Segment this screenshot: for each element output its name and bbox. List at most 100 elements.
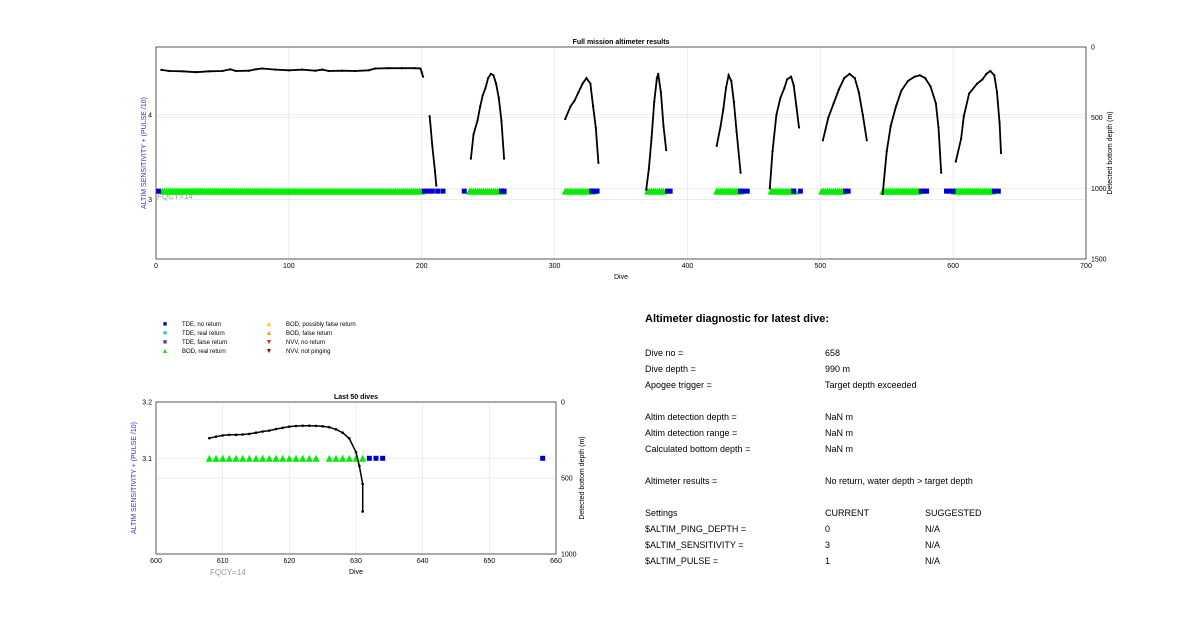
bottom-depth-point	[771, 150, 774, 153]
bottom-depth-point	[334, 428, 338, 431]
y-right-tick-label: 0	[561, 400, 565, 407]
x-tick-label: 630	[350, 558, 362, 565]
bottom-depth-point	[985, 72, 988, 75]
tde-no-return-marker	[156, 188, 162, 194]
bottom-depth-point	[484, 86, 487, 90]
bottom-depth-point	[861, 113, 864, 116]
bottom-depth-point	[281, 426, 284, 430]
bottom-depth-point	[989, 69, 992, 73]
bottom-depth-point	[894, 105, 898, 108]
bottom-depth-point	[481, 93, 484, 97]
diagnostic-value: 0	[825, 524, 831, 534]
bottom-depth-point	[420, 71, 423, 74]
tde-no-return-marker	[366, 455, 372, 461]
bottom-depth-point	[998, 122, 1001, 125]
diagnostic-row: Calculated bottom depth = NaN m	[645, 444, 1165, 456]
bod-real-return-marker	[299, 454, 307, 462]
bod-real-return-marker	[332, 454, 340, 462]
bottom-depth-point	[597, 161, 600, 164]
tde-no-return-marker	[501, 188, 507, 194]
bottom-depth-point	[832, 102, 835, 105]
bottom-depth-line	[161, 67, 424, 77]
bottom-depth-point	[294, 424, 298, 428]
tde-no-return-marker	[461, 188, 467, 194]
bottom-depth-point	[837, 88, 840, 91]
legend-item: ▼ NVV, not pinging	[264, 347, 331, 357]
diagnostic-value: Target depth exceeded	[825, 380, 917, 390]
tde-no-return-marker	[995, 188, 1001, 194]
chart-title: Last 50 dives	[334, 394, 378, 401]
bottom-depth-point	[722, 108, 725, 111]
bottom-depth-point	[321, 425, 324, 428]
diagnostic-label: $ALTIM_PULSE =	[645, 556, 719, 566]
bottom-depth-point	[659, 91, 662, 94]
tde-no-return-marker	[924, 188, 930, 194]
bottom-depth-line	[822, 72, 868, 141]
bottom-depth-line	[209, 424, 364, 512]
tde-no-return-marker	[791, 188, 797, 194]
bottom-depth-point	[924, 76, 927, 80]
bottom-depth-line	[470, 72, 505, 159]
diagnostic-value: 1	[825, 556, 831, 566]
y-left-axis-label: ALTIM SENSITIVITY + (PULSE /10)	[131, 422, 138, 534]
x-tick-label: 620	[283, 558, 295, 565]
legend-item: ■ TDE, false return	[160, 338, 227, 348]
bottom-depth-point	[934, 102, 937, 105]
bottom-depth-point	[724, 86, 728, 90]
bottom-depth-point	[995, 91, 999, 94]
legend-symbol-icon: ▼	[265, 348, 273, 355]
tde-no-return-marker	[946, 188, 952, 194]
diagnostic-value: 990 m	[825, 364, 851, 374]
chart-title: Full mission altimeter results	[573, 39, 670, 46]
legend-label: NVV, not pinging	[286, 349, 331, 355]
x-tick-label: 650	[483, 558, 495, 565]
bottom-depth-line	[715, 72, 742, 173]
bottom-depth-line	[564, 76, 600, 163]
bottom-depth-point	[431, 144, 434, 148]
diagnostic-label: $ALTIM_SENSITIVITY =	[645, 540, 744, 550]
bottom-depth-point	[906, 79, 910, 83]
bottom-depth-point	[419, 67, 422, 70]
y-right-tick-label: 0	[1091, 45, 1095, 52]
bottom-depth-point	[361, 510, 364, 513]
bottom-depth-point	[469, 157, 472, 160]
x-tick-label: 600	[947, 263, 959, 270]
diagnostic-value: NaN m	[825, 428, 854, 438]
legend-symbol-icon: ■	[162, 339, 168, 346]
diagnostic-label: $ALTIM_PING_DEPTH =	[645, 524, 747, 534]
bottom-depth-point	[472, 133, 475, 136]
bottom-depth-point	[993, 74, 996, 77]
bottom-depth-point	[662, 125, 665, 128]
legend-symbol-icon: ▲	[265, 330, 273, 337]
bottom-depth-point	[827, 116, 830, 119]
bottom-depth-line	[881, 74, 943, 195]
diagnostic-suggested: SUGGESTED	[925, 508, 982, 518]
bottom-depth-point	[208, 436, 211, 440]
bottom-depth-point	[367, 69, 370, 72]
plot-frame	[155, 46, 1087, 260]
tde-no-return-marker	[421, 188, 427, 194]
bottom-depth-line	[645, 73, 668, 190]
bottom-depth-point	[889, 125, 892, 128]
bod-real-return-marker	[205, 454, 213, 462]
bottom-depth-point	[287, 69, 290, 72]
bottom-depth-point	[732, 101, 736, 104]
bottom-depth-point	[495, 82, 498, 85]
tde-no-return-marker	[845, 188, 851, 194]
legend-item: ▼ NVV, no return	[264, 338, 326, 348]
legend: ■ TDE, no return ■ TDE, real return ■ TDE, …	[160, 320, 420, 360]
tde-no-return-marker	[435, 188, 441, 194]
legend-item: ▲ BOD, possibly false return	[264, 320, 356, 330]
legend-item: ■ TDE, no return	[160, 320, 221, 330]
bottom-depth-point	[194, 71, 197, 74]
bod-real-return-marker	[259, 454, 267, 462]
x-tick-label: 500	[814, 263, 826, 270]
bottom-depth-point	[913, 75, 916, 78]
bottom-depth-point	[221, 434, 224, 437]
tde-no-return-marker	[591, 188, 597, 194]
bottom-depth-point	[647, 167, 651, 170]
bottom-depth-point	[967, 92, 971, 95]
bottom-depth-point	[261, 430, 264, 433]
x-tick-label: 200	[416, 263, 428, 270]
bottom-depth-point	[354, 450, 358, 454]
